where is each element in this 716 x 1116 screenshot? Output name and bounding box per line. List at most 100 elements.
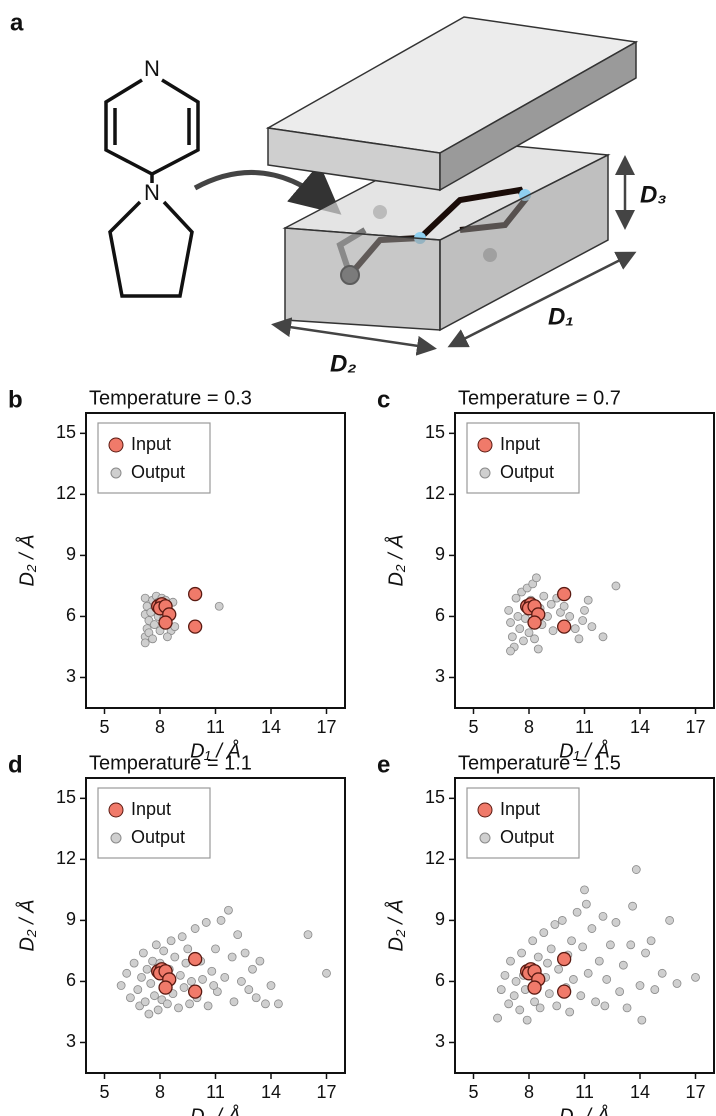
data-point	[304, 931, 312, 939]
data-point	[134, 986, 142, 994]
data-point	[549, 627, 557, 635]
data-point	[189, 588, 202, 601]
y-tick-label: 15	[425, 787, 445, 807]
data-point	[494, 1014, 502, 1022]
chart-title: Temperature = 0.3	[89, 387, 252, 409]
panel-label: a	[10, 9, 24, 36]
data-point	[581, 606, 589, 614]
data-point	[507, 647, 515, 655]
data-point	[147, 979, 155, 987]
x-axis-label: D₁ / Å	[559, 1104, 610, 1116]
data-point	[199, 975, 207, 983]
atom-label: N	[144, 56, 160, 81]
data-point	[152, 941, 160, 949]
data-point	[189, 985, 202, 998]
data-point	[588, 925, 596, 933]
data-point	[126, 994, 134, 1002]
data-point	[141, 998, 149, 1006]
figure: a N N	[0, 0, 716, 1116]
data-point	[534, 645, 542, 653]
x-tick-label: 8	[524, 1082, 534, 1102]
legend-marker	[111, 468, 121, 478]
data-point	[577, 992, 585, 1000]
data-point	[571, 625, 579, 633]
data-point	[191, 925, 199, 933]
x-tick-label: 14	[261, 1082, 281, 1102]
data-point	[189, 953, 202, 966]
data-point	[534, 953, 542, 961]
data-point	[154, 1006, 162, 1014]
x-tick-label: 17	[316, 1082, 336, 1102]
legend-label: Input	[500, 434, 540, 454]
data-point	[523, 1016, 531, 1024]
data-point	[555, 965, 563, 973]
data-point	[627, 941, 635, 949]
data-point	[647, 937, 655, 945]
data-point	[558, 620, 571, 633]
data-point	[123, 969, 131, 977]
data-point	[601, 1002, 609, 1010]
data-point	[138, 973, 146, 981]
data-point	[249, 965, 257, 973]
data-point	[558, 916, 566, 924]
data-point	[612, 918, 620, 926]
data-point	[149, 635, 157, 643]
data-point	[217, 916, 225, 924]
y-tick-label: 9	[66, 909, 76, 929]
data-point	[184, 945, 192, 953]
y-tick-label: 9	[435, 544, 445, 564]
data-point	[224, 906, 232, 914]
legend-label: Input	[500, 799, 540, 819]
data-point	[658, 969, 666, 977]
data-point	[189, 620, 202, 633]
legend-marker	[109, 438, 123, 452]
y-tick-label: 12	[425, 483, 445, 503]
data-point	[237, 977, 245, 985]
data-point	[579, 943, 587, 951]
legend-marker	[478, 438, 492, 452]
x-tick-label: 14	[630, 717, 650, 737]
data-point	[210, 982, 218, 990]
data-point	[514, 612, 522, 620]
y-tick-label: 3	[66, 666, 76, 686]
data-point	[536, 1004, 544, 1012]
data-point	[171, 953, 179, 961]
y-tick-label: 6	[66, 605, 76, 625]
data-point	[519, 637, 527, 645]
data-point	[584, 969, 592, 977]
data-point	[592, 998, 600, 1006]
data-point	[599, 912, 607, 920]
data-point	[666, 916, 674, 924]
x-tick-label: 14	[261, 717, 281, 737]
data-point	[619, 961, 627, 969]
data-point	[558, 985, 571, 998]
chart-title: Temperature = 1.5	[458, 752, 621, 774]
chart-title: Temperature = 1.1	[89, 752, 252, 774]
arrow	[195, 172, 330, 205]
y-tick-label: 15	[56, 787, 76, 807]
y-tick-label: 6	[435, 970, 445, 990]
x-tick-label: 14	[630, 1082, 650, 1102]
x-tick-label: 11	[575, 717, 594, 737]
data-point	[528, 616, 541, 629]
data-point	[507, 619, 515, 627]
x-tick-label: 17	[685, 717, 705, 737]
atom-label: N	[144, 180, 160, 205]
data-point	[149, 957, 157, 965]
x-tick-label: 17	[316, 717, 336, 737]
data-point	[569, 975, 577, 983]
data-point	[228, 953, 236, 961]
data-point	[180, 984, 188, 992]
data-point	[518, 949, 526, 957]
x-tick-label: 17	[685, 1082, 705, 1102]
x-axis-label: D₁ / Å	[190, 1104, 241, 1116]
legend-marker	[111, 833, 121, 843]
data-point	[551, 920, 559, 928]
data-point	[234, 931, 242, 939]
y-tick-label: 3	[66, 1031, 76, 1051]
data-point	[508, 633, 516, 641]
data-point	[558, 588, 571, 601]
y-tick-label: 15	[56, 422, 76, 442]
data-point	[141, 594, 149, 602]
